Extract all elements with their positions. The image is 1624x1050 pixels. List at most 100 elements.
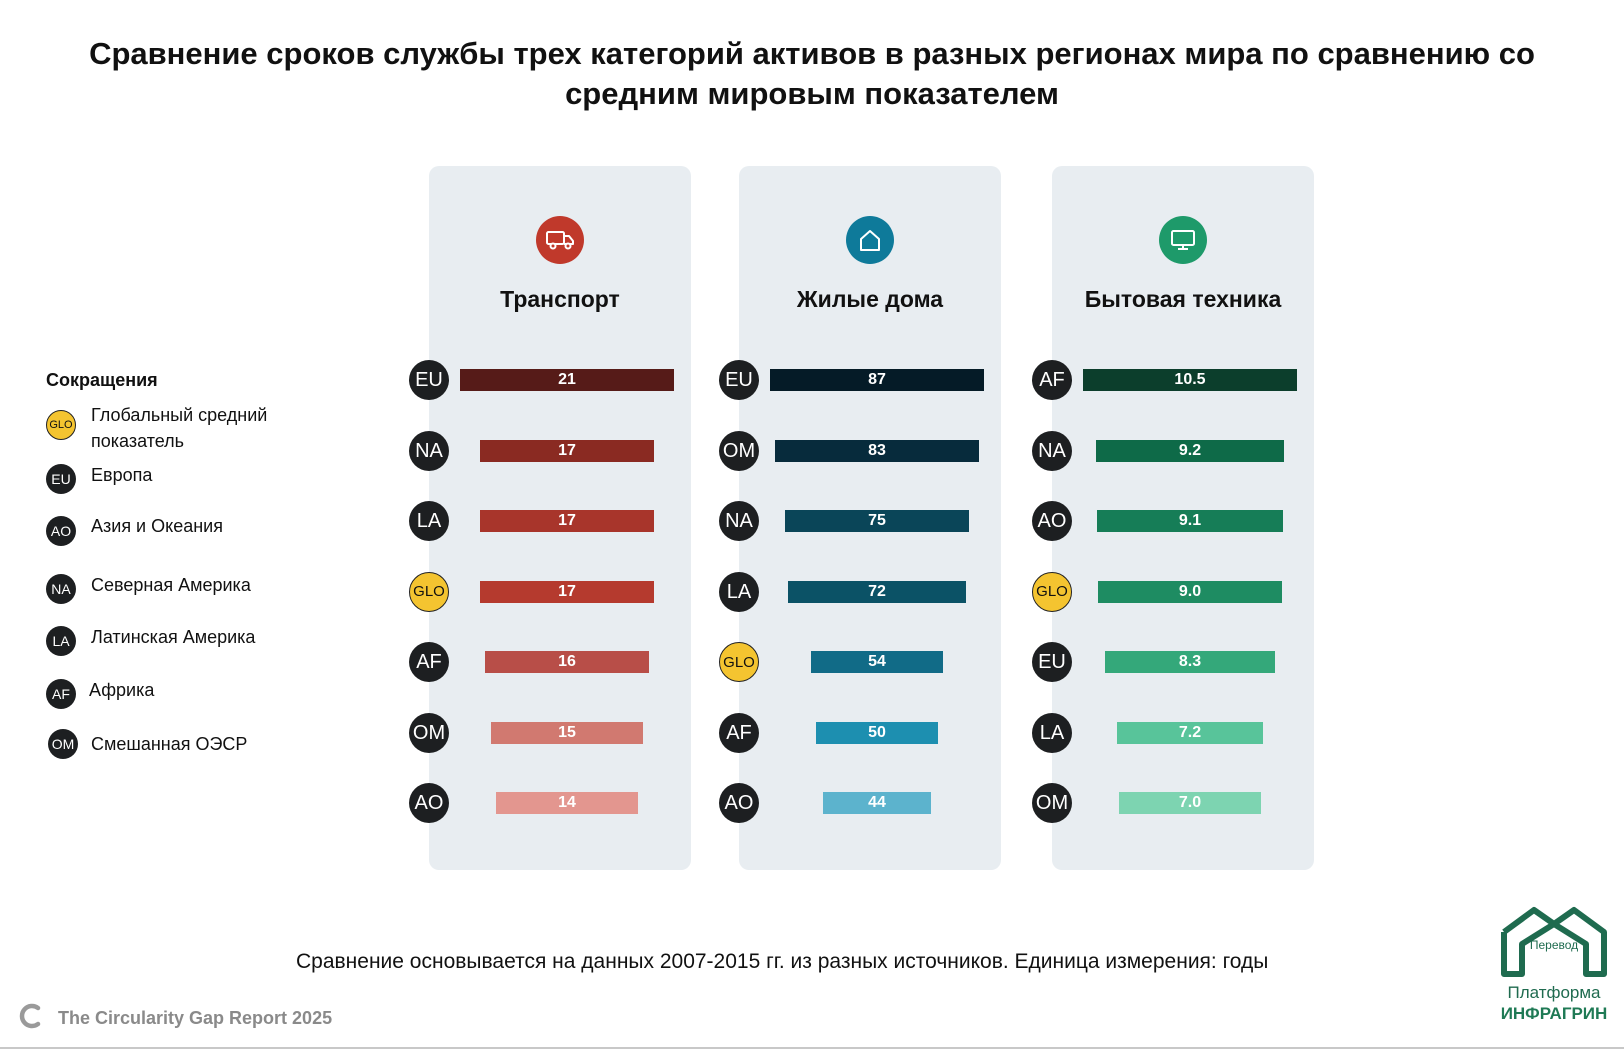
brand-logo: Перевод Платформа ИНФРАГРИН [1494, 902, 1614, 1027]
region-badge: LA [1032, 712, 1072, 753]
bar: 8.3 [1105, 651, 1275, 673]
region-badge: EU [1032, 642, 1072, 682]
bar-row: GLO 17 [409, 571, 691, 612]
chart-title: Транспорт [500, 286, 620, 312]
bar-row: OM 7.0 [1032, 783, 1314, 823]
bar: 14 [495, 792, 639, 814]
brand-house-icon: Перевод [1501, 907, 1607, 977]
bar-row: GLO 54 [719, 642, 1001, 682]
chart-panel: Жилые дома EU 87 OM 83 NA 75 LA 72 GLO 54 AF 50 AO 44 [719, 166, 1001, 870]
bar-row: AF 16 [409, 642, 691, 682]
data-label: 17 [558, 441, 576, 459]
data-label: 54 [868, 653, 886, 670]
data-label: 75 [868, 512, 886, 529]
data-label: 15 [558, 723, 576, 741]
brand-line-2: ИНФРАГРИН [1500, 1004, 1608, 1023]
data-label: 10.5 [1174, 371, 1206, 388]
region-badge: AO [1032, 501, 1072, 541]
bar-row: LA 17 [409, 501, 691, 541]
region-badge: NA [719, 501, 759, 541]
legend-label: Глобальный средний показатель [91, 405, 268, 451]
data-label: 9.2 [1178, 441, 1202, 459]
region-badge: NA [409, 430, 449, 471]
legend-badge: AO [46, 516, 76, 546]
bar: 16 [485, 651, 649, 673]
region-badge: EU [409, 360, 449, 400]
page-title: Сравнение сроков службы трех категорий а… [89, 36, 1535, 111]
bar: 75 [784, 510, 970, 532]
bar-row: LA 72 [719, 571, 1001, 612]
bar: 7.2 [1116, 721, 1264, 744]
footnote: Сравнение основывается на данных 2007-20… [296, 950, 1269, 973]
region-badge: GLO [409, 571, 449, 612]
region-badge: LA [719, 571, 759, 612]
region-badge: AF [1032, 360, 1072, 400]
monitor-icon [1159, 216, 1207, 264]
region-badge: LA [409, 501, 449, 541]
house-icon [846, 216, 894, 264]
region-badge: AF [409, 642, 449, 682]
bar: 50 [815, 721, 939, 744]
chart-panel: Бытовая техника AF 10.5 NA 9.2 AO 9.1 GLO 9.0 EU 8… [1032, 166, 1314, 870]
bar-row: NA 17 [409, 430, 691, 471]
bar-row: OM 83 [719, 430, 1001, 471]
bar: 17 [480, 580, 654, 603]
bar: 10.5 [1083, 369, 1297, 391]
legend-badge: OM [48, 729, 78, 759]
data-label: 50 [868, 723, 886, 741]
region-badge: OM [409, 712, 449, 753]
legend-label: Северная Америка [91, 575, 251, 595]
source: The Circularity Gap Report 2025 [18, 1003, 332, 1034]
data-label: 17 [558, 582, 576, 600]
bar-row: EU 8.3 [1032, 642, 1314, 682]
legend-title: Сокращения [46, 370, 158, 390]
legend-label: Азия и Океания [91, 516, 223, 536]
chart-title: Бытовая техника [1084, 286, 1282, 312]
data-label: 7.2 [1178, 723, 1202, 741]
bar: 9.1 [1097, 510, 1283, 532]
bar: 54 [810, 651, 944, 673]
divider [0, 1047, 1624, 1049]
bar-row: AO 44 [719, 783, 1001, 823]
data-label: 87 [868, 371, 886, 388]
region-badge: OM [1032, 783, 1072, 823]
bar: 17 [480, 510, 654, 532]
brand-name: Платформа ИНФРАГРИН [1494, 982, 1614, 1024]
data-label: 8.3 [1178, 653, 1202, 670]
truck-icon [536, 216, 584, 264]
bar-row: AF 50 [719, 712, 1001, 753]
bar-row: AO 9.1 [1032, 501, 1314, 541]
data-label: 14 [558, 794, 576, 811]
bar: 15 [490, 721, 644, 744]
legend-label: Латинская Америка [91, 627, 256, 647]
data-label: 83 [868, 441, 886, 459]
bar: 83 [774, 439, 980, 462]
bar: 17 [480, 439, 654, 462]
bar-row: AF 10.5 [1032, 360, 1314, 400]
region-badge: EU [719, 360, 759, 400]
legend-label: Африка [89, 680, 155, 700]
data-label: 44 [868, 794, 886, 811]
bar-row: EU 87 [719, 360, 1001, 400]
legend-label: Европа [91, 465, 153, 485]
bar: 9.0 [1098, 580, 1282, 603]
chart-panel: Транспорт EU 21 NA 17 LA 17 GLO 17 AF 16 OM 15 AO 14 [409, 166, 691, 870]
region-badge: GLO [719, 642, 759, 682]
bar-row: LA 7.2 [1032, 712, 1314, 753]
region-badge: AF [719, 712, 759, 753]
bar: 7.0 [1118, 792, 1262, 814]
legend-badge: EU [46, 464, 76, 494]
data-label: 9.1 [1178, 512, 1202, 529]
brand-line-1: Платформа [1507, 983, 1601, 1002]
bar-row: OM 15 [409, 712, 691, 753]
data-label: 9.0 [1178, 582, 1202, 600]
legend-badge: GLO [46, 410, 76, 440]
legend-badge: LA [46, 626, 76, 656]
legend-badge: AF [46, 679, 76, 709]
brand-badge: Перевод [1530, 938, 1578, 952]
legend-badge: NA [46, 574, 76, 604]
region-badge: GLO [1032, 571, 1072, 612]
data-label: 72 [868, 582, 886, 600]
data-label: 17 [558, 512, 576, 529]
bar-row: GLO 9.0 [1032, 571, 1314, 612]
